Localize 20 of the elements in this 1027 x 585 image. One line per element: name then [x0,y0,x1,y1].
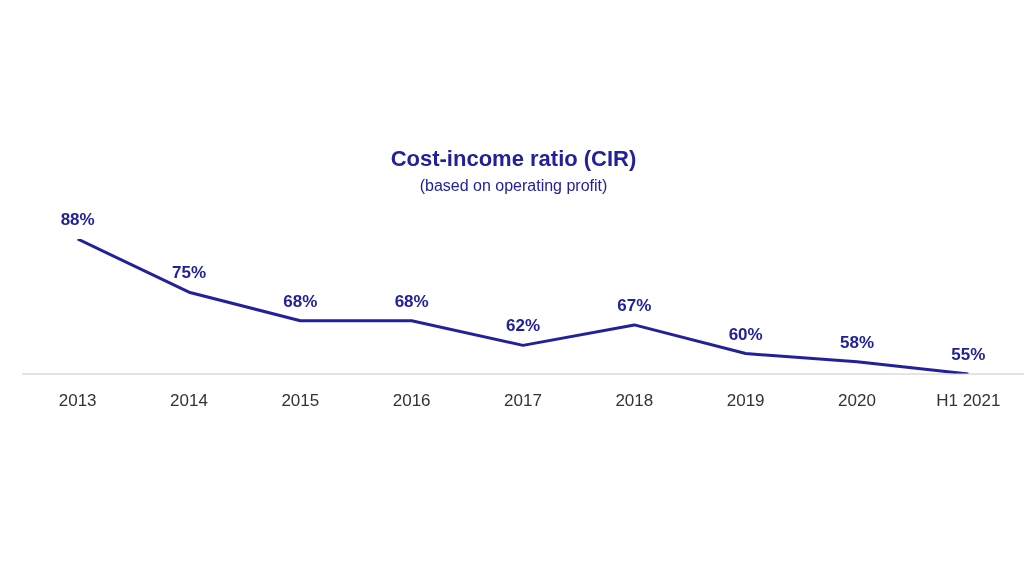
data-label: 68% [283,291,318,311]
x-tick-label: 2017 [504,391,542,411]
data-label: 60% [728,324,763,344]
x-tick-label: H1 2021 [936,391,1001,411]
data-label: 68% [394,291,429,311]
chart-title: Cost-income ratio (CIR) [389,146,638,172]
data-label: 62% [505,316,541,336]
data-label: 55% [951,345,986,364]
x-tick-label: 2015 [281,391,320,411]
x-tick-label: 2016 [392,391,431,411]
data-label: 67% [617,295,652,315]
x-tick-label: 2014 [170,391,208,411]
chart-subtitle: (based on operating profit) [418,177,609,195]
data-label: 88% [60,210,95,229]
x-tick-label: 2019 [726,391,765,411]
data-label: 58% [839,332,875,352]
x-tick-label: 2018 [615,391,654,411]
data-label: 75% [171,263,207,283]
x-tick-label: 2020 [838,391,876,411]
x-tick-label: 2013 [58,391,97,411]
